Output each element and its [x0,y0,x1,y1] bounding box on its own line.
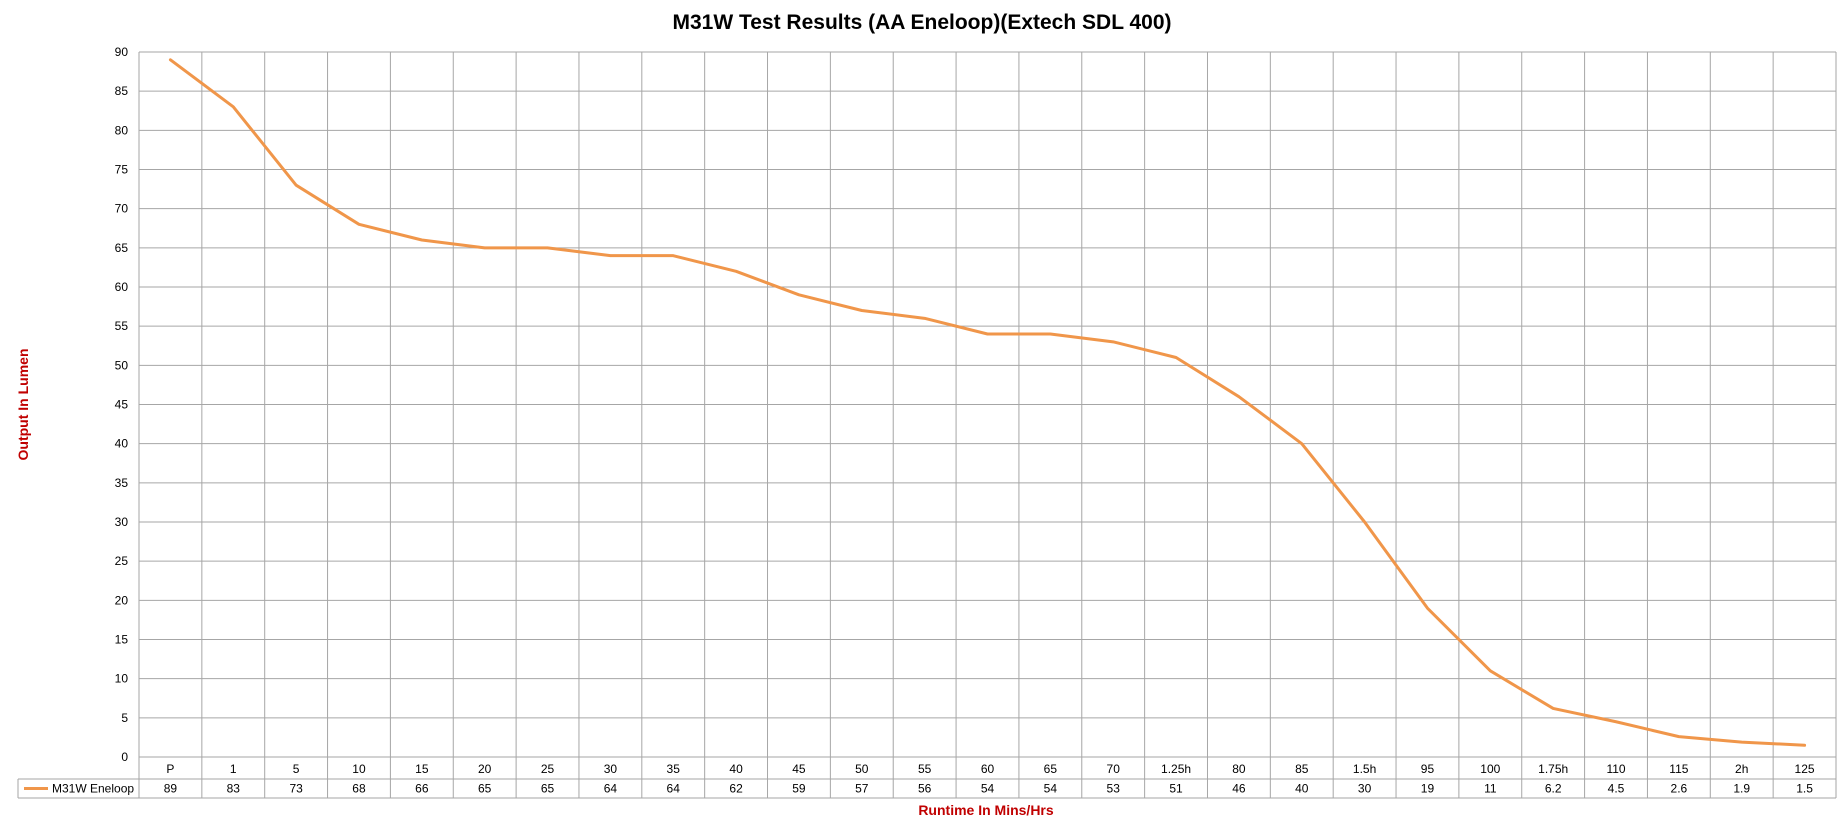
data-table-value: 65 [478,782,492,796]
y-tick-label: 85 [115,84,129,98]
y-tick-label: 5 [121,711,128,725]
y-tick-label: 50 [115,358,129,372]
data-table-value: 65 [541,782,555,796]
x-tick-label: 65 [1044,762,1058,776]
y-tick-label: 0 [121,750,128,764]
x-tick-label: 85 [1295,762,1309,776]
data-table-value: 1.9 [1733,782,1750,796]
data-table-value: 54 [1044,782,1058,796]
data-table-value: 89 [164,782,178,796]
x-tick-label: 125 [1795,762,1815,776]
x-tick-label: 115 [1669,762,1688,776]
x-tick-label: P [166,762,174,776]
y-tick-label: 20 [115,593,129,607]
data-table-value: 2.6 [1671,782,1688,796]
y-tick-label: 80 [115,123,129,137]
data-table-value: 51 [1169,782,1183,796]
y-tick-label: 35 [115,476,129,490]
data-table-value: 19 [1421,782,1435,796]
data-table-value: 68 [352,782,366,796]
data-table-value: 4.5 [1608,782,1625,796]
x-tick-label: 80 [1232,762,1246,776]
data-table-value: 64 [667,782,681,796]
x-tick-label: 10 [352,762,366,776]
x-tick-label: 20 [478,762,492,776]
data-table-value: 1.5 [1796,782,1813,796]
data-table-value: 66 [415,782,429,796]
chart-title: M31W Test Results (AA Eneloop)(Extech SD… [672,11,1171,34]
x-tick-label: 100 [1480,762,1500,776]
data-table: P 1 5 10 15 20 25 30 35 40 45 50 55 60 65 70 1.25h 80 85 1.… [17,762,1836,799]
x-tick-label: 50 [855,762,869,776]
y-tick-label: 75 [115,163,129,177]
x-tick-label: 15 [415,762,429,776]
x-tick-label: 45 [792,762,806,776]
x-tick-label: 110 [1606,762,1625,776]
y-tick-label: 40 [115,437,129,451]
y-tick-label: 60 [115,280,129,294]
x-tick-label: 2h [1735,762,1748,776]
data-table-value: 56 [918,782,932,796]
gridlines [138,51,1837,798]
y-tick-label: 10 [115,672,129,686]
x-tick-label: 60 [981,762,995,776]
x-axis-title: Runtime In Mins/Hrs [918,802,1054,818]
x-tick-label: 70 [1107,762,1121,776]
y-tick-label: 25 [115,554,129,568]
x-tick-label: 55 [918,762,932,776]
legend-label: M31W Eneloop [52,782,134,796]
data-table-value: 6.2 [1545,782,1562,796]
data-table-value: 54 [981,782,995,796]
x-tick-label: 1.5h [1353,762,1376,776]
data-table-value: 30 [1358,782,1372,796]
y-tick-label: 55 [115,319,129,333]
y-tick-label: 15 [115,633,129,647]
y-tick-label: 65 [115,241,129,255]
data-table-value: 73 [289,782,303,796]
series-layer [168,58,1807,747]
data-table-value: 40 [1295,782,1309,796]
x-tick-label: 1.25h [1161,762,1191,776]
x-tick-label: 30 [604,762,618,776]
x-tick-label: 1.75h [1538,762,1568,776]
data-table-value: 62 [729,782,743,796]
y-tick-label: 70 [115,202,129,216]
x-tick-label: 1 [230,762,237,776]
series-line [168,58,1807,747]
y-tick-label: 30 [115,515,129,529]
data-table-value: 53 [1107,782,1121,796]
y-axis-ticks: 0 5 10 15 20 25 30 35 40 45 50 55 60 65 70 75 80 85 90 [115,45,129,764]
x-tick-label: 35 [667,762,681,776]
x-tick-label: 40 [729,762,743,776]
data-table-value: 46 [1232,782,1246,796]
x-tick-label: 95 [1421,762,1435,776]
data-table-value: 64 [604,782,618,796]
y-tick-label: 90 [115,45,129,59]
x-tick-label: 25 [541,762,555,776]
y-tick-label: 45 [115,398,129,412]
x-tick-label: 5 [293,762,300,776]
data-table-value: 11 [1484,782,1497,796]
data-table-value: 83 [227,782,241,796]
y-axis-title: Output In Lumen [15,349,31,461]
data-table-value: 59 [792,782,806,796]
data-table-value: 57 [855,782,869,796]
